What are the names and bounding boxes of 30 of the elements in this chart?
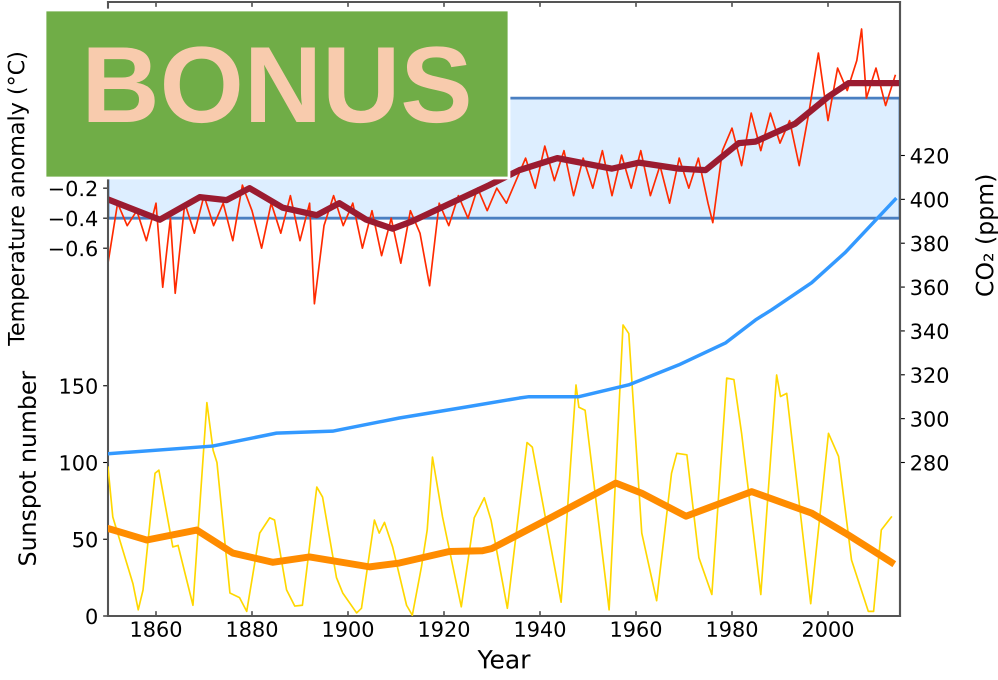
line-series (108, 324, 892, 616)
y-tick-label: 150 (60, 378, 97, 394)
y2-tick-label: 340 (911, 323, 948, 340)
y3-tick-label: −0.6 (50, 240, 97, 256)
y2-tick-label: 400 (910, 192, 948, 208)
x-tick-label: 1940 (516, 621, 566, 637)
x-tick-label: 1880 (228, 621, 278, 637)
y2-tick-label: 360 (911, 280, 948, 296)
y-tick-label: 50 (73, 532, 97, 548)
y2-tick-label: 300 (911, 411, 948, 427)
y-tick-label: 100 (60, 454, 97, 471)
x-axis-title: Year (477, 650, 530, 669)
y2-tick-label: 320 (911, 367, 948, 383)
y2-tick-label: 420 (910, 148, 948, 164)
line-series (108, 198, 897, 456)
x-tick-label: 2000 (803, 621, 854, 637)
y-tick-label: 0 (86, 608, 97, 624)
y3-axis-title: Temperature anomaly (°C) (7, 53, 29, 346)
y2-axis-title: CO₂ (ppm) (975, 176, 998, 296)
x-tick-label: 1900 (324, 621, 374, 637)
y3-tick-label: −0.2 (50, 180, 96, 196)
x-tick-label: 1960 (612, 621, 662, 637)
y3-tick-label: −0.4 (50, 210, 98, 226)
x-tick-label: 1860 (132, 621, 182, 637)
y2-tick-label: 280 (911, 454, 948, 471)
x-tick-label: 1920 (420, 621, 470, 637)
y2-tick-label: 380 (911, 236, 948, 252)
annotation: BONUS (88, 46, 468, 124)
x-tick-label: 1980 (708, 621, 758, 637)
y-axis-title: Sunspot number (18, 370, 41, 565)
